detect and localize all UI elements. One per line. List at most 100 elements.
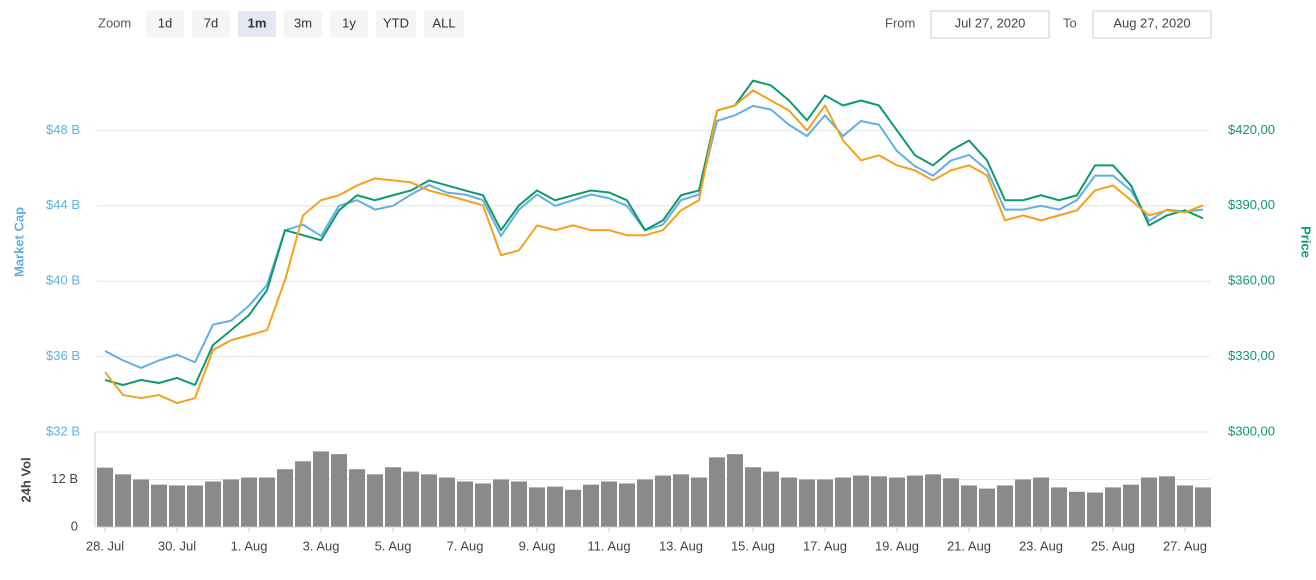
zoom-button[interactable] xyxy=(192,11,230,37)
y2-tick-label: $300,00 xyxy=(1228,423,1275,438)
x-tick-label: 27. Aug xyxy=(1163,538,1207,553)
bar xyxy=(637,479,653,527)
bar xyxy=(889,477,905,527)
x-tick-label: 7. Aug xyxy=(447,538,484,553)
to-value[interactable]: Aug 27, 2020 xyxy=(1113,15,1190,30)
bar xyxy=(1087,492,1103,527)
bar xyxy=(403,471,419,527)
from-label: From xyxy=(885,15,915,30)
bar xyxy=(979,488,995,527)
bar xyxy=(277,469,293,527)
bar xyxy=(871,476,887,527)
y-tick-label: $40 B xyxy=(46,273,80,288)
zoom-button[interactable] xyxy=(376,11,416,37)
bar xyxy=(1177,485,1193,527)
x-tick-label: 15. Aug xyxy=(731,538,775,553)
y-tick-label: $48 B xyxy=(46,122,80,137)
zoom-button[interactable] xyxy=(424,11,464,37)
x-tick-label: 9. Aug xyxy=(519,538,556,553)
x-tick-label: 23. Aug xyxy=(1019,538,1063,553)
bar xyxy=(691,477,707,527)
zoom-button-label[interactable]: YTD xyxy=(383,15,409,30)
x-tick-label: 17. Aug xyxy=(803,538,847,553)
line-series xyxy=(104,79,1204,387)
y2-tick-label: $360,00 xyxy=(1228,273,1275,288)
bar xyxy=(781,477,797,527)
bar xyxy=(331,454,347,527)
bar xyxy=(115,474,131,527)
bar xyxy=(673,474,689,527)
from-input[interactable] xyxy=(930,10,1050,39)
bar xyxy=(385,467,401,527)
zoom-label: Zoom xyxy=(98,15,131,30)
bar xyxy=(745,467,761,527)
x-tick-label: 1. Aug xyxy=(231,538,268,553)
bar xyxy=(367,474,383,527)
zoom-button-label[interactable]: 3m xyxy=(294,15,312,30)
bar xyxy=(529,487,545,527)
bar xyxy=(835,477,851,527)
to-input[interactable] xyxy=(1092,10,1212,39)
zoom-button-label[interactable]: 1y xyxy=(342,15,356,30)
x-tick-label: 25. Aug xyxy=(1091,538,1135,553)
zoom-button[interactable] xyxy=(284,11,322,37)
bar xyxy=(169,485,185,527)
x-tick-label: 5. Aug xyxy=(375,538,412,553)
line-series xyxy=(104,89,1204,405)
bar xyxy=(583,484,599,527)
bar xyxy=(223,479,239,527)
bar xyxy=(295,461,311,527)
bar xyxy=(709,457,725,527)
bar xyxy=(925,474,941,527)
zoom-button[interactable] xyxy=(238,11,276,37)
zoom-button-label[interactable]: 1m xyxy=(248,15,267,30)
bar xyxy=(619,483,635,527)
bar xyxy=(313,451,329,527)
bar xyxy=(511,481,527,527)
bar xyxy=(961,485,977,527)
y-tick-label: $44 B xyxy=(46,197,80,212)
bar xyxy=(1141,477,1157,527)
bar xyxy=(565,489,581,527)
x-tick-label: 30. Jul xyxy=(158,538,196,553)
bar xyxy=(475,483,491,527)
zoom-button-label[interactable]: 7d xyxy=(204,15,218,30)
y2-axis-title: Price xyxy=(1299,226,1314,258)
zoom-button-label[interactable]: ALL xyxy=(432,15,455,30)
y-tick-label: 12 B xyxy=(51,471,78,486)
bar xyxy=(601,481,617,527)
bar xyxy=(1051,487,1067,527)
y2-tick-label: $330,00 xyxy=(1228,348,1275,363)
x-tick-label: 21. Aug xyxy=(947,538,991,553)
bar xyxy=(547,486,563,527)
bar xyxy=(205,481,221,527)
bar xyxy=(1033,477,1049,527)
bar xyxy=(241,477,257,527)
bar xyxy=(187,485,203,527)
bar xyxy=(349,469,365,527)
to-label: To xyxy=(1063,15,1077,30)
x-tick-label: 28. Jul xyxy=(86,538,124,553)
y2-tick-label: $420,00 xyxy=(1228,122,1275,137)
y-axis-title: 24h Vol xyxy=(18,457,33,502)
bar xyxy=(1015,479,1031,527)
bar xyxy=(799,479,815,527)
bar xyxy=(457,481,473,527)
from-value[interactable]: Jul 27, 2020 xyxy=(955,15,1026,30)
x-tick-label: 19. Aug xyxy=(875,538,919,553)
bar xyxy=(259,477,275,527)
zoom-button-label[interactable]: 1d xyxy=(158,15,172,30)
bar xyxy=(151,484,167,527)
bar xyxy=(853,475,869,527)
y-tick-label: $36 B xyxy=(46,348,80,363)
bar xyxy=(1195,487,1211,527)
bar xyxy=(1159,476,1175,527)
bar xyxy=(907,475,923,527)
zoom-button[interactable] xyxy=(146,11,184,37)
bar xyxy=(727,454,743,527)
zoom-button[interactable] xyxy=(330,11,368,37)
bar xyxy=(133,479,149,527)
bar xyxy=(1069,491,1085,527)
x-tick-label: 11. Aug xyxy=(587,538,630,553)
